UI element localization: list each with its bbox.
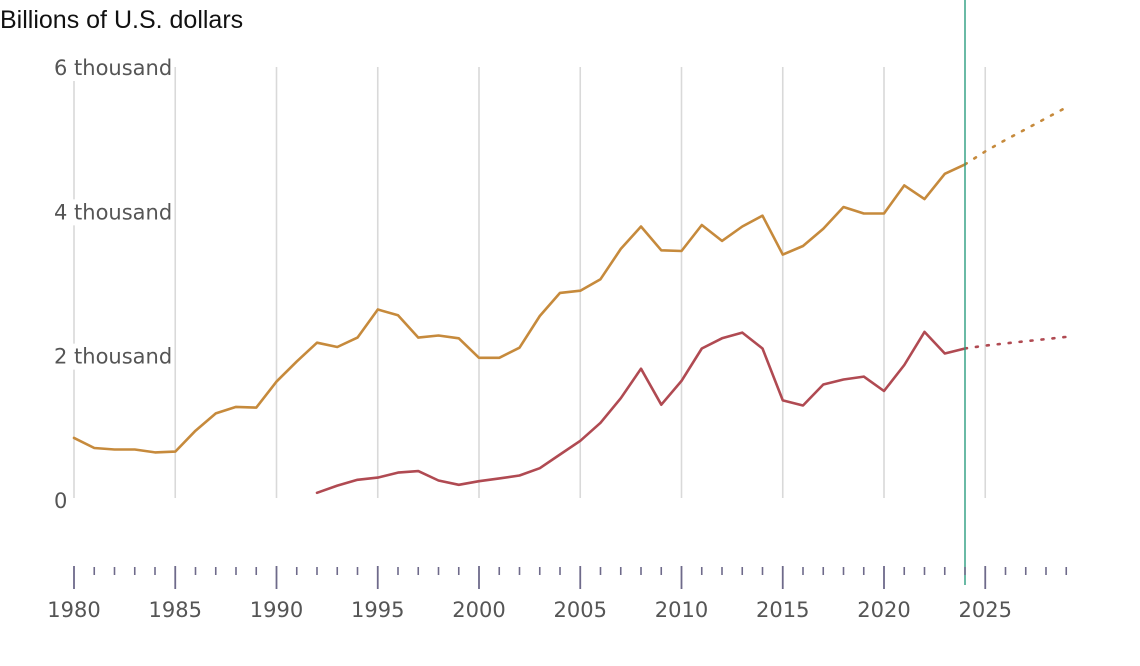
- x-tick-label: 2010: [655, 598, 708, 622]
- chart-title: Billions of U.S. dollars: [0, 6, 244, 34]
- x-tick-label: 2025: [959, 598, 1012, 622]
- grid-layer: [73, 67, 987, 498]
- y-tick-label: 4 thousand: [54, 200, 172, 224]
- series-projection-1: [963, 106, 1068, 166]
- series-layer: [72, 106, 1068, 495]
- x-tick-label: 2000: [452, 598, 505, 622]
- x-tick-label: 1980: [47, 598, 100, 622]
- series-line-1: [72, 163, 967, 454]
- x-axis: 1980 1985 1990 1995 2000 2005 2010 2015 2020 2025: [47, 566, 1068, 622]
- y-tick-label: 6 thousand: [54, 56, 172, 80]
- y-axis: 0 2 thousand 4 thousand 6 thousand: [52, 55, 175, 514]
- x-tick-label: 2015: [756, 598, 809, 622]
- series-line-2: [315, 330, 967, 495]
- y-tick-label: 0: [54, 489, 67, 513]
- x-tick-label: 1985: [149, 598, 202, 622]
- y-tick-label-bg: [52, 343, 175, 370]
- y-tick-label-bg: [52, 488, 70, 514]
- y-tick-label: 2 thousand: [54, 345, 172, 369]
- y-tick-label-bg: [52, 55, 175, 81]
- x-tick-label: 1990: [250, 598, 303, 622]
- x-tick-label: 2020: [857, 598, 910, 622]
- x-tick-label: 2005: [554, 598, 607, 622]
- y-tick-label-bg: [52, 199, 175, 226]
- x-tick-label: 1995: [351, 598, 404, 622]
- series-projection-2: [963, 335, 1068, 350]
